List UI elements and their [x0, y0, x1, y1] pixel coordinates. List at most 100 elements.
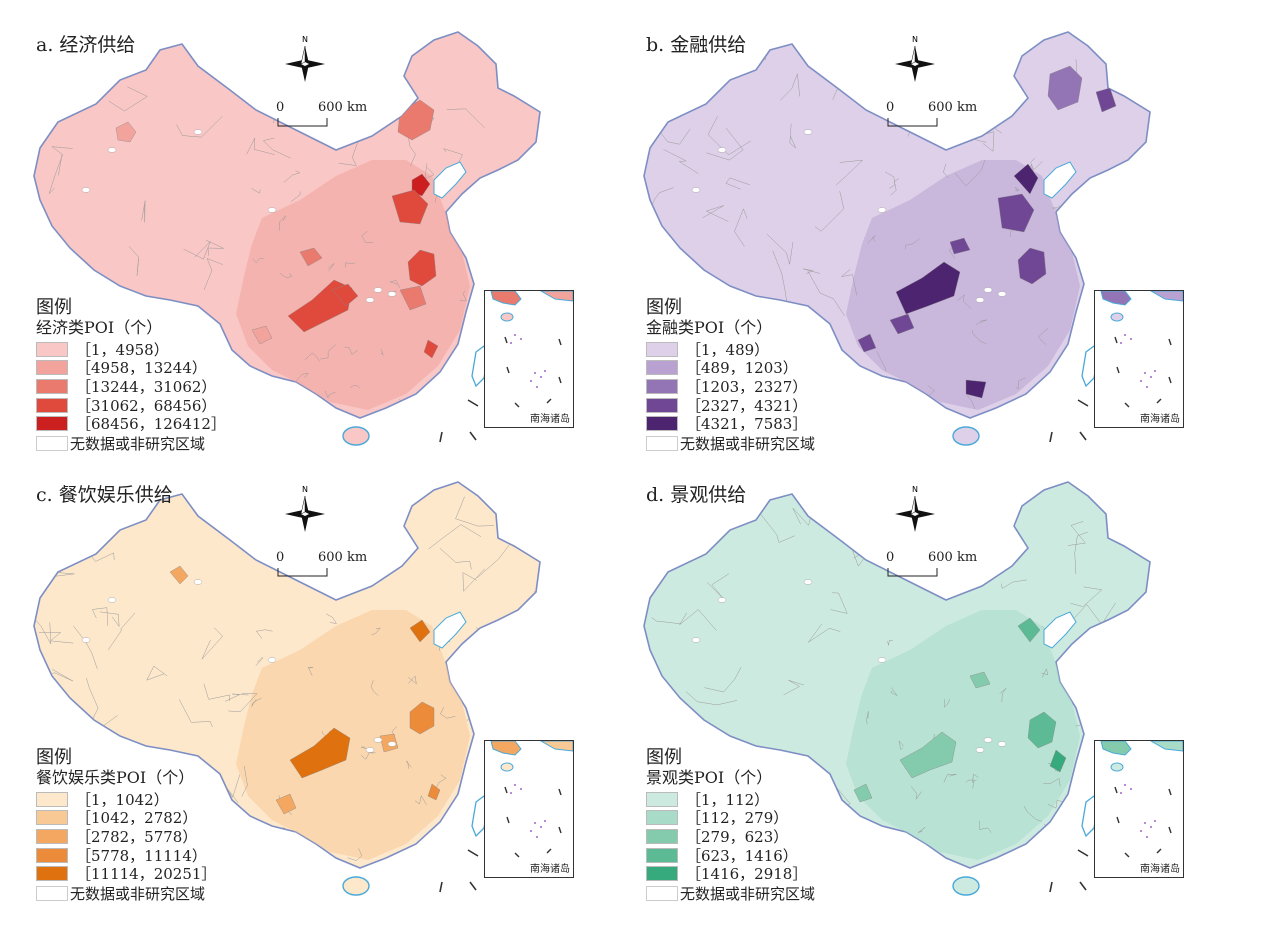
scale-distance: 600 km: [318, 100, 368, 115]
legend-label: ［1，489）: [686, 340, 770, 359]
legend-item: ［489，1203）: [646, 359, 815, 377]
legend-item: ［68456，126412］: [36, 414, 226, 433]
boundary-dash: [1079, 881, 1087, 891]
south-china-sea-inset: 南海诸岛: [484, 290, 574, 428]
legend-item: ［1，489）: [646, 340, 815, 359]
inset-coast: [1149, 291, 1183, 302]
scale-bar: 0 600 km: [882, 100, 992, 132]
no-data-region: [691, 637, 701, 643]
scale-distance: 600 km: [928, 550, 978, 565]
boundary-dash: [469, 881, 477, 891]
north-arrow-icon: N: [892, 34, 938, 84]
boundary-dash: [1077, 399, 1089, 407]
high-supply-region: [399, 285, 427, 311]
north-arrow-icon: N: [282, 484, 328, 534]
legend-swatch: [646, 341, 678, 357]
high-supply-region: [965, 379, 987, 399]
south-china-sea-inset: 南海诸岛: [1094, 290, 1184, 428]
boundary-dash: [469, 431, 477, 441]
legend: 图例 金融类POI（个） ［1，489） ［489，1203） ［1203，2327） ［…: [646, 298, 815, 454]
high-supply-region: [969, 671, 991, 689]
no-data-region: [803, 579, 813, 585]
high-supply-region: [427, 783, 441, 801]
hainan-island: [952, 876, 980, 896]
legend-label: ［31062，68456）: [76, 396, 217, 415]
map-panel-b: b. 金融供给 N 0 600 km 图例 金融类POI（个） ［1，489） ［489，12…: [610, 0, 1230, 460]
scale-distance: 600 km: [318, 550, 368, 565]
no-data-region: [387, 741, 397, 747]
legend-swatch: [646, 810, 678, 826]
no-data-region: [983, 287, 993, 293]
legend-nodata: 无数据或非研究区域: [646, 434, 815, 454]
no-data-region: [387, 291, 397, 297]
legend-item: ［13244，31062）: [36, 377, 226, 396]
legend-label: ［1，4958）: [76, 340, 169, 359]
legend-heading: 图例: [646, 297, 682, 318]
legend-label: ［2327，4321）: [686, 396, 808, 415]
legend-label: ［1，1042）: [76, 790, 169, 809]
inset-label: 南海诸岛: [530, 414, 570, 425]
inset-label: 南海诸岛: [530, 864, 570, 875]
inset-coast: [1110, 762, 1124, 772]
legend: 图例 餐饮娱乐类POI（个） ［1，1042） ［1042，2782） ［2782，57…: [36, 748, 216, 904]
no-data-region: [107, 147, 117, 153]
boundary-dash: [1079, 431, 1087, 441]
no-data-region: [81, 187, 91, 193]
inset-coast: [1149, 741, 1183, 752]
scale-zero: 0: [886, 550, 895, 565]
no-data-region: [267, 657, 277, 663]
legend-swatch-nodata: [646, 886, 678, 902]
north-label: N: [302, 35, 308, 44]
panel-title: a. 经济供给: [36, 34, 136, 56]
inset-coast: [1100, 291, 1132, 306]
legend-swatch: [36, 341, 68, 357]
high-supply-region: [1047, 65, 1083, 111]
legend-label: ［1416，2918］: [686, 865, 808, 884]
legend-nodata: 无数据或非研究区域: [36, 434, 226, 454]
china-map: [33, 481, 541, 896]
legend-item: ［1203，2327）: [646, 377, 815, 396]
legend-label: ［4321，7583］: [686, 415, 808, 434]
scale-bar: 0 600 km: [882, 550, 992, 582]
inset-coast: [490, 291, 522, 306]
legend-item: ［279，623）: [646, 827, 815, 846]
high-supply-region: [889, 313, 915, 335]
legend-swatch: [646, 791, 678, 807]
china-map: [643, 481, 1151, 896]
legend-heading: 图例: [36, 747, 72, 768]
bohai-sea: [1043, 611, 1077, 649]
legend-swatch: [36, 397, 68, 413]
no-data-region: [373, 287, 383, 293]
legend-label: ［623，1416）: [686, 846, 798, 865]
legend-item: ［623，1416）: [646, 846, 815, 865]
legend-swatch: [36, 866, 68, 882]
inset-coast: [539, 741, 573, 752]
inset-coast: [1110, 312, 1124, 322]
high-supply-region: [949, 237, 971, 255]
legend-swatch: [36, 828, 68, 844]
high-supply-region: [1017, 617, 1041, 643]
legend-swatch: [646, 397, 678, 413]
no-data-region: [997, 741, 1007, 747]
no-data-region: [997, 291, 1007, 297]
legend-item: ［4321，7583］: [646, 414, 815, 433]
legend-swatch: [646, 866, 678, 882]
legend-title: 景观类POI（个）: [646, 768, 773, 787]
legend-label: ［279，623）: [686, 827, 789, 846]
legend: 图例 经济类POI（个） ［1，4958） ［4958，13244） ［13244，31…: [36, 298, 226, 454]
boundary-dash: [439, 431, 443, 443]
panel-title: c. 餐饮娱乐供给: [36, 484, 173, 506]
eastern-region: [846, 610, 1080, 860]
boundary-dash: [1049, 431, 1053, 443]
legend-item: ［5778，11114）: [36, 846, 216, 865]
scale-zero: 0: [886, 100, 895, 115]
no-data-region: [193, 129, 203, 135]
bohai-sea: [1043, 161, 1077, 199]
legend-item: ［4958，13244）: [36, 359, 226, 377]
hainan-island: [342, 426, 370, 446]
high-supply-region: [299, 247, 323, 267]
boundary-dash: [1077, 849, 1089, 857]
high-supply-region: [899, 731, 957, 779]
high-supply-region: [1013, 163, 1039, 195]
inset-coast: [500, 762, 514, 772]
